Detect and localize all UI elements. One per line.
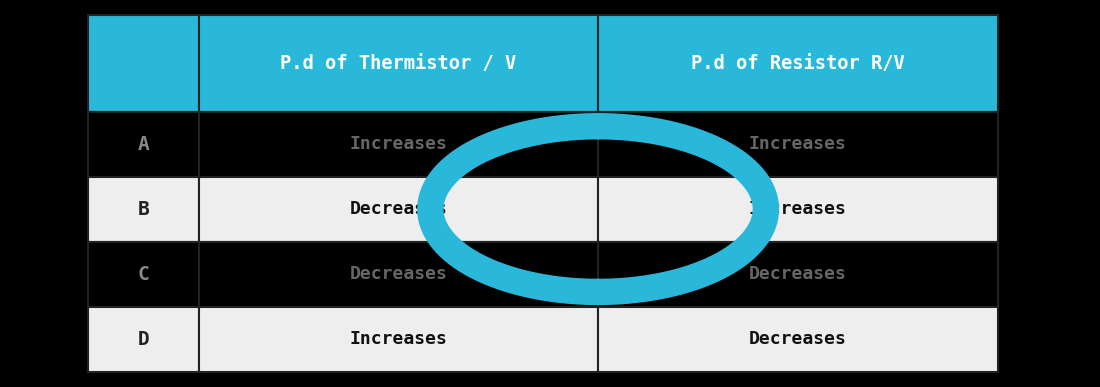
Bar	[598, 176, 998, 241]
Text: Increases: Increases	[350, 330, 448, 348]
Bar	[199, 307, 598, 372]
Bar	[199, 111, 598, 176]
Text: Increases: Increases	[350, 135, 448, 153]
Bar	[598, 15, 998, 111]
Bar	[88, 307, 199, 372]
Bar	[88, 111, 199, 176]
Text: Increases: Increases	[749, 135, 847, 153]
Text: Increases: Increases	[749, 200, 847, 218]
Bar	[88, 15, 199, 111]
Text: A: A	[138, 135, 150, 154]
Bar	[199, 15, 598, 111]
Bar	[598, 241, 998, 307]
Bar	[88, 176, 199, 241]
Text: P.d of Thermistor / V: P.d of Thermistor / V	[280, 54, 517, 73]
Bar	[88, 241, 199, 307]
Bar	[199, 176, 598, 241]
Text: P.d of Resistor R/V: P.d of Resistor R/V	[691, 54, 904, 73]
Bar	[199, 241, 598, 307]
Text: Decreases: Decreases	[350, 200, 448, 218]
Text: C: C	[138, 265, 150, 284]
Text: D: D	[138, 330, 150, 349]
Bar	[598, 307, 998, 372]
Text: Decreases: Decreases	[350, 265, 448, 283]
Bar	[598, 111, 998, 176]
Text: Decreases: Decreases	[749, 265, 847, 283]
Text: Decreases: Decreases	[749, 330, 847, 348]
Text: B: B	[138, 200, 150, 219]
